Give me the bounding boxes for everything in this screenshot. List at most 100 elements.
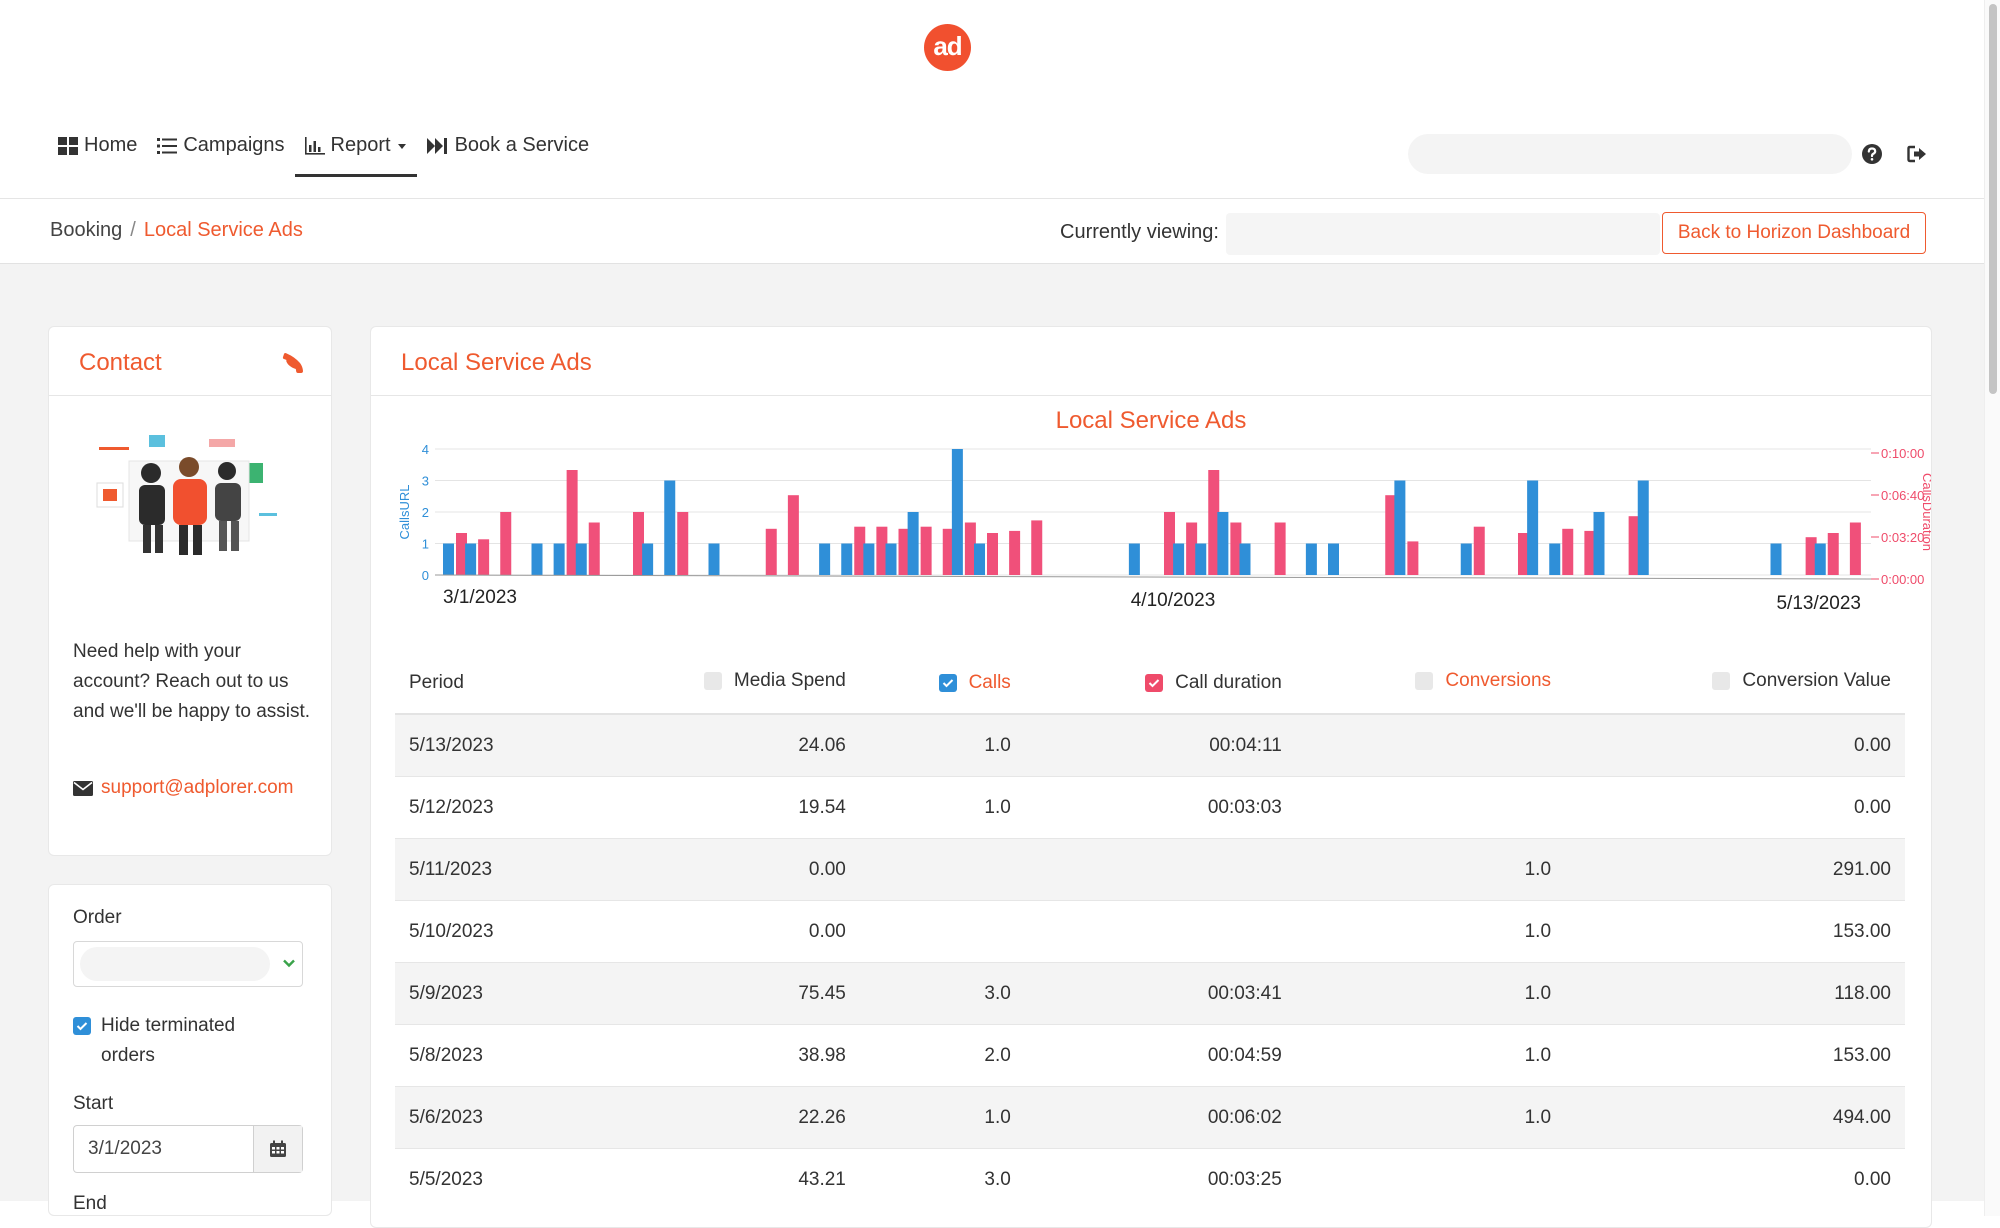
chart-bar-calls bbox=[1128, 543, 1140, 575]
back-to-dashboard-button[interactable]: Back to Horizon Dashboard bbox=[1662, 212, 1926, 254]
logout-icon[interactable] bbox=[1906, 143, 1928, 165]
column-header-call-duration[interactable]: Call duration bbox=[1024, 653, 1296, 715]
chart-bar-calls bbox=[664, 480, 676, 575]
table-cell: 5/8/2023 bbox=[395, 1024, 581, 1087]
chart-bar-call-duration bbox=[633, 512, 644, 575]
chart-bar-call-duration bbox=[898, 528, 910, 575]
adplorer-logo[interactable]: ad bbox=[924, 24, 971, 71]
chart-y-left-tick: 3 bbox=[422, 474, 429, 489]
chart-bar-calls bbox=[1239, 543, 1251, 575]
column-toggle-checkbox[interactable] bbox=[1145, 674, 1164, 692]
table-cell bbox=[1295, 713, 1566, 777]
search-input[interactable] bbox=[1408, 134, 1852, 174]
chart-bar-call-duration bbox=[478, 539, 490, 575]
nav-report[interactable]: Report bbox=[294, 128, 417, 177]
chart-bar-calls bbox=[1593, 512, 1605, 575]
chart-x-label: 4/10/2023 bbox=[1131, 590, 1216, 611]
column-header-label: Media Spend bbox=[733, 670, 846, 691]
chart-bar-calls bbox=[974, 543, 985, 575]
chart-y-right-tick: 0:10:00 bbox=[1881, 446, 1924, 461]
chart-bar-calls bbox=[1217, 512, 1229, 575]
chart-bar-call-duration bbox=[677, 512, 689, 575]
chart-bar-call-duration bbox=[500, 512, 512, 575]
order-select[interactable] bbox=[73, 941, 303, 987]
table-cell: 5/12/2023 bbox=[395, 776, 581, 839]
chart-bar-call-duration bbox=[566, 470, 578, 575]
chart-bar-call-duration bbox=[1473, 526, 1485, 575]
table-row: 5/13/2023 24.06 1.0 00:04:11 0.00 bbox=[395, 713, 1905, 777]
column-toggle-checkbox[interactable] bbox=[703, 672, 722, 690]
chart-bar-calls bbox=[1549, 543, 1561, 575]
table-cell: 0.00 bbox=[1565, 713, 1905, 777]
table-cell: 38.98 bbox=[580, 1024, 860, 1087]
table-cell: 1.0 bbox=[1295, 1086, 1566, 1149]
column-header-media-spend[interactable]: Media Spend bbox=[580, 653, 860, 715]
table-cell: 3.0 bbox=[859, 1148, 1025, 1210]
phone-icon[interactable] bbox=[281, 351, 305, 375]
start-date-field[interactable]: 3/1/2023 bbox=[73, 1125, 303, 1173]
order-select-value bbox=[80, 947, 270, 981]
start-date-input[interactable]: 3/1/2023 bbox=[88, 1138, 162, 1159]
support-email-link[interactable]: support@adplorer.com bbox=[73, 777, 294, 799]
nav-campaigns-label: Campaigns bbox=[183, 134, 285, 156]
chart-y-left-tick: 0 bbox=[422, 568, 429, 583]
chart-bar-calls bbox=[1527, 480, 1539, 575]
help-icon[interactable] bbox=[1861, 143, 1883, 165]
start-label: Start bbox=[73, 1093, 114, 1114]
column-header-label: Calls bbox=[968, 672, 1011, 693]
table-cell: 5/5/2023 bbox=[395, 1148, 581, 1210]
chevron-down-icon bbox=[283, 959, 295, 968]
chart-bar-calls bbox=[575, 543, 587, 575]
bar-chart-icon bbox=[304, 136, 325, 155]
chart-bar-calls bbox=[1305, 543, 1317, 575]
hide-terminated-checkbox[interactable] bbox=[73, 1017, 91, 1035]
nav-book-service[interactable]: Book a Service bbox=[417, 128, 600, 163]
order-label: Order bbox=[73, 907, 122, 928]
table-cell bbox=[859, 838, 1025, 901]
breadcrumb-booking[interactable]: Booking bbox=[50, 219, 123, 241]
column-header-content: Media Spend bbox=[703, 670, 846, 692]
chart-bar-calls bbox=[885, 543, 897, 575]
report-table: Period Media Spend Calls Call duration Conve… bbox=[395, 653, 1905, 1210]
table-cell: 5/6/2023 bbox=[395, 1086, 581, 1149]
currently-viewing-input[interactable] bbox=[1226, 213, 1660, 255]
start-date-picker-button[interactable] bbox=[253, 1126, 302, 1172]
table-row: 5/10/2023 0.00 1.0 153.00 bbox=[395, 900, 1905, 963]
main-nav: Home Campaigns Report Book a Service bbox=[48, 128, 600, 177]
table-cell: 1.0 bbox=[1295, 838, 1566, 901]
column-header-calls[interactable]: Calls bbox=[859, 653, 1025, 715]
contact-card: Contact Need help with your accoun bbox=[48, 326, 332, 856]
table-row: 5/5/2023 43.21 3.0 00:03:25 0.00 bbox=[395, 1148, 1905, 1210]
chart-bar-call-duration bbox=[1230, 522, 1242, 575]
page-scrollbar[interactable] bbox=[1984, 0, 2000, 1216]
table-cell: 5/11/2023 bbox=[395, 838, 581, 901]
top-divider bbox=[0, 198, 1984, 199]
chart-title: Local Service Ads bbox=[1055, 407, 1247, 434]
chart-bar-calls bbox=[1460, 543, 1472, 575]
chart-x-label: 5/13/2023 bbox=[1776, 593, 1861, 614]
calendar-icon bbox=[270, 1140, 286, 1157]
column-header-conversions[interactable]: Conversions bbox=[1295, 653, 1566, 715]
table-cell bbox=[1024, 838, 1296, 901]
nav-campaigns[interactable]: Campaigns bbox=[147, 128, 294, 163]
table-cell: 1.0 bbox=[1295, 962, 1566, 1025]
column-toggle-checkbox[interactable] bbox=[938, 674, 957, 692]
chart-y-right-tick: 0:03:20 bbox=[1881, 530, 1924, 545]
scrollbar-thumb[interactable] bbox=[1989, 4, 1997, 394]
breadcrumb-current: Local Service Ads bbox=[143, 219, 303, 241]
table-cell: 1.0 bbox=[859, 1086, 1025, 1149]
chart-bar-call-duration bbox=[1518, 533, 1529, 575]
chart-bar-call-duration bbox=[1186, 522, 1198, 575]
nav-home-label: Home bbox=[84, 134, 138, 156]
contact-card-header: Contact bbox=[49, 327, 331, 396]
column-toggle-checkbox[interactable] bbox=[1415, 672, 1434, 690]
table-cell: 22.26 bbox=[580, 1086, 860, 1149]
column-toggle-checkbox[interactable] bbox=[1712, 672, 1731, 690]
chart-bar-call-duration bbox=[588, 522, 600, 575]
chart-bar-calls bbox=[1173, 543, 1185, 575]
chart-bar-call-duration bbox=[1385, 495, 1397, 575]
table-cell: 43.21 bbox=[580, 1148, 860, 1210]
column-header-conversion-value[interactable]: Conversion Value bbox=[1565, 653, 1905, 715]
column-header-period: Period bbox=[395, 653, 581, 715]
nav-home[interactable]: Home bbox=[48, 128, 147, 163]
